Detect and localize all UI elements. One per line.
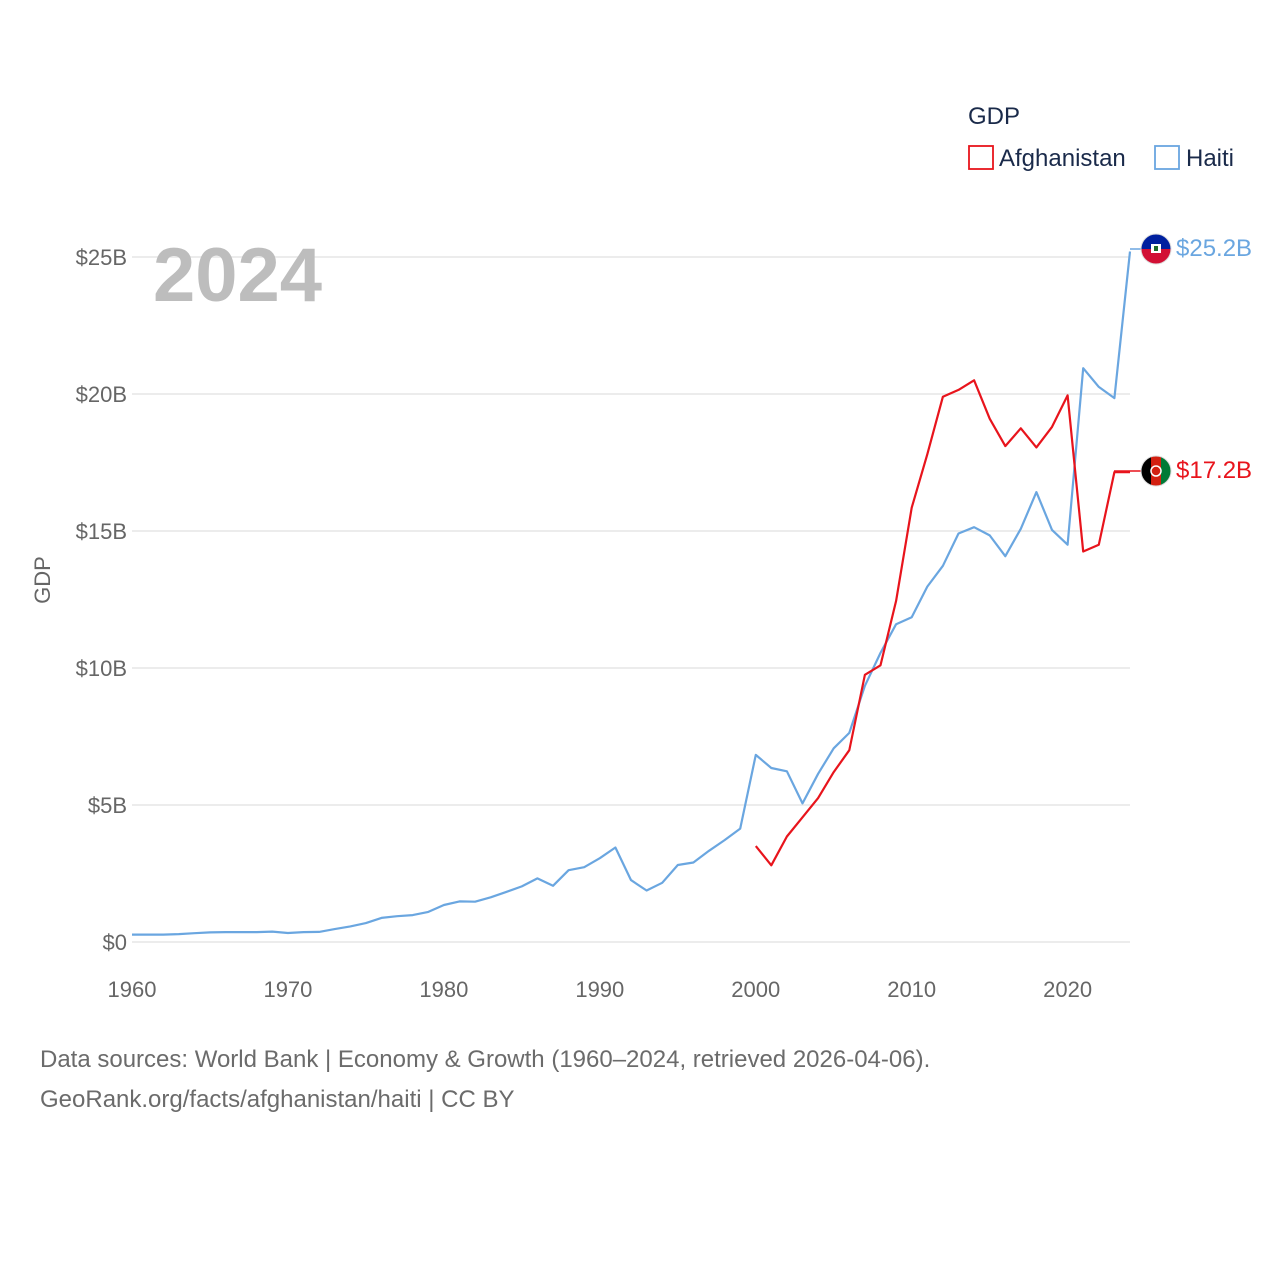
x-axis-ticks: 1960 1970 1980 1990 2000 2010 2020 bbox=[108, 977, 1093, 1002]
series-line-haiti bbox=[132, 251, 1132, 936]
y-tick-label: $20B bbox=[76, 382, 127, 407]
legend-swatch-haiti bbox=[1154, 145, 1180, 170]
haiti-flag-icon bbox=[1141, 234, 1171, 264]
footer-attribution: GeoRank.org/facts/afghanistan/haiti | CC… bbox=[40, 1086, 515, 1113]
legend-title: GDP bbox=[968, 103, 1020, 130]
series-line-afghanistan bbox=[754, 379, 1130, 867]
year-label: 2024 bbox=[153, 233, 322, 318]
end-marker-afghanistan: $17.2B bbox=[1114, 455, 1252, 487]
legend-label-haiti: Haiti bbox=[1186, 145, 1234, 172]
x-tick-label: 1980 bbox=[419, 977, 468, 1002]
end-value-afghanistan: $17.2B bbox=[1176, 457, 1252, 484]
gridlines bbox=[132, 256, 1130, 943]
y-tick-label: $0 bbox=[103, 930, 127, 955]
x-tick-label: 1990 bbox=[575, 977, 624, 1002]
y-tick-label: $5B bbox=[88, 793, 127, 818]
y-tick-label: $15B bbox=[76, 519, 127, 544]
afghanistan-flag-icon bbox=[1141, 456, 1171, 486]
end-marker-haiti: $25.2B bbox=[1130, 233, 1252, 265]
y-axis-ticks: $0 $5B $10B $15B $20B $25B bbox=[76, 245, 127, 955]
x-tick-label: 1960 bbox=[108, 977, 157, 1002]
y-axis-title: GDP bbox=[30, 556, 55, 604]
x-tick-label: 2000 bbox=[731, 977, 780, 1002]
end-value-haiti: $25.2B bbox=[1176, 235, 1252, 262]
footer-sources: Data sources: World Bank | Economy & Gro… bbox=[40, 1046, 931, 1073]
series-lines bbox=[132, 251, 1132, 936]
legend-swatch-afghanistan bbox=[968, 145, 994, 170]
x-tick-label: 1970 bbox=[263, 977, 312, 1002]
y-tick-label: $10B bbox=[76, 656, 127, 681]
x-tick-label: 2010 bbox=[887, 977, 936, 1002]
legend-label-afghanistan: Afghanistan bbox=[999, 145, 1126, 172]
x-tick-label: 2020 bbox=[1043, 977, 1092, 1002]
y-tick-label: $25B bbox=[76, 245, 127, 270]
legend: GDP Afghanistan Haiti bbox=[968, 103, 1234, 172]
